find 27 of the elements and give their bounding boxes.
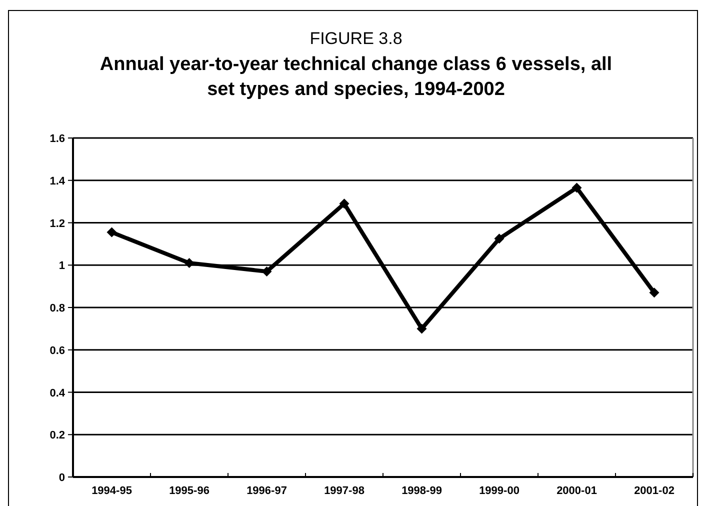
y-tick-label: 1.6	[50, 133, 65, 145]
y-tick-label: 0.6	[50, 344, 65, 357]
point	[106, 227, 117, 238]
point	[339, 198, 350, 209]
y-tick-label: 1.2	[50, 218, 65, 230]
x-tick-label: 1995-96	[169, 485, 210, 497]
x-tick-label: 2000-01	[556, 485, 597, 497]
chart-title: FIGURE 3.8	[310, 29, 402, 48]
y-tick-label: 0.4	[50, 387, 66, 400]
point	[416, 324, 427, 334]
x-tick-label: 1998-99	[402, 485, 442, 497]
x-tick-label: 1999-00	[479, 485, 520, 497]
point	[572, 182, 582, 193]
x-tick-label: 1997-98	[324, 485, 364, 497]
y-tick-label: 1.4	[50, 175, 66, 188]
y-tick-label: 1	[58, 260, 65, 272]
point	[494, 234, 504, 244]
y-tick-label: 0.2	[50, 430, 65, 442]
point	[262, 266, 272, 276]
x-tick-label: 1996-97	[246, 485, 287, 497]
y-tick-label: 0.8	[50, 302, 65, 314]
chart-subtitle: Annual year-to-year technical change class 6 vessels, all set types and species, 1994-2002	[100, 54, 612, 100]
point	[184, 258, 194, 268]
x-tick-label: 2001-02	[634, 485, 674, 497]
point	[649, 288, 660, 298]
y-tick-label: 0	[58, 472, 65, 484]
x-tick-label: 1994-95	[92, 485, 132, 497]
